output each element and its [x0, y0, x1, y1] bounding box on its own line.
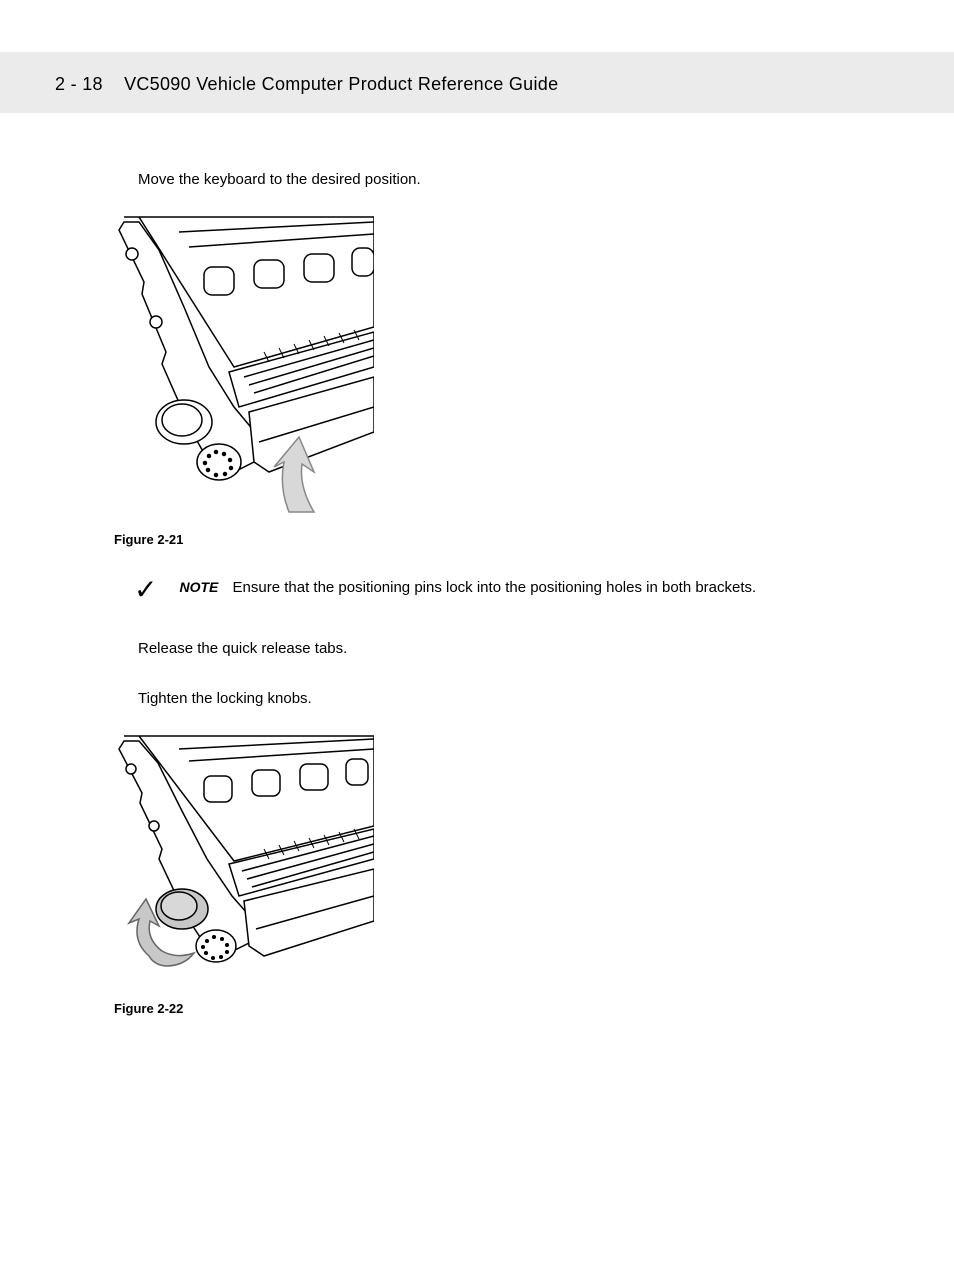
figure-1-caption: Figure 2-21: [114, 532, 874, 547]
figure-1-container: [114, 212, 874, 522]
instruction-text-1: Move the keyboard to the desired positio…: [138, 169, 874, 192]
figure-2-illustration: [114, 731, 374, 991]
figure-1-illustration: [114, 212, 374, 522]
note-block: ✓ NOTE Ensure that the positioning pins …: [134, 575, 874, 606]
document-title: VC5090 Vehicle Computer Product Referenc…: [124, 74, 558, 94]
note-content: NOTE Ensure that the positioning pins lo…: [179, 575, 756, 598]
checkmark-icon: ✓: [134, 573, 157, 606]
header-text: 2 - 18 VC5090 Vehicle Computer Product R…: [55, 74, 954, 95]
note-label: NOTE: [179, 579, 218, 595]
page-header: 2 - 18 VC5090 Vehicle Computer Product R…: [0, 52, 954, 113]
note-body: Ensure that the positioning pins lock in…: [233, 579, 757, 596]
instruction-text-3: Tighten the locking knobs.: [138, 688, 874, 711]
instruction-text-2: Release the quick release tabs.: [138, 638, 874, 661]
page-content: Move the keyboard to the desired positio…: [0, 113, 954, 1016]
page-number: 2 - 18: [55, 74, 103, 94]
figure-2-caption: Figure 2-22: [114, 1001, 874, 1016]
figure-2-container: [114, 731, 874, 991]
